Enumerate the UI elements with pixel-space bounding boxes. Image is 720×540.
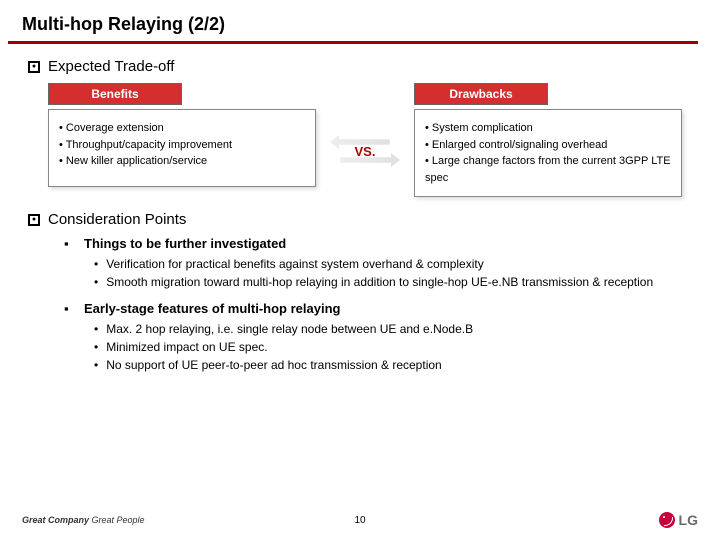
vs-graphic: VS.	[330, 105, 400, 197]
dot-text: Verification for practical benefits agai…	[106, 255, 484, 273]
benefits-item: • Throughput/capacity improvement	[59, 137, 305, 154]
dot-item: • Max. 2 hop relaying, i.e. single relay …	[94, 320, 702, 338]
sub-label: Things to be further investigated	[84, 236, 702, 251]
footer-logo: LG	[659, 512, 698, 528]
dot-list: • Verification for practical benefits aga…	[94, 255, 702, 291]
dot-text: Minimized impact on UE spec.	[106, 338, 267, 356]
benefits-item: • Coverage extension	[59, 120, 305, 137]
benefits-body: • Coverage extension • Throughput/capaci…	[48, 109, 316, 187]
title-underline	[8, 41, 698, 44]
dot-bullet-icon: •	[94, 320, 98, 338]
drawbacks-item: • Large change factors from the current …	[425, 153, 671, 186]
dot-text: Max. 2 hop relaying, i.e. single relay n…	[106, 320, 473, 338]
section-tradeoff: Expected Trade-off Benefits • Coverage e…	[28, 58, 702, 197]
dot-item: • Minimized impact on UE spec.	[94, 338, 702, 356]
lg-face-icon	[659, 512, 675, 528]
slide-title: Multi-hop Relaying (2/2)	[0, 0, 720, 41]
drawbacks-header: Drawbacks	[414, 83, 548, 105]
dot-bullet-icon: •	[94, 255, 98, 273]
dot-list: • Max. 2 hop relaying, i.e. single relay …	[94, 320, 702, 374]
section-title: Consideration Points	[48, 211, 186, 228]
sub-list: ▪ Early-stage features of multi-hop rela…	[64, 301, 702, 316]
vs-label: VS.	[355, 144, 376, 159]
dot-bullet-icon: •	[94, 356, 98, 374]
dot-item: • No support of UE peer-to-peer ad hoc tr…	[94, 356, 702, 374]
section-consideration: Consideration Points ▪ Things to be furt…	[28, 211, 702, 374]
drawbacks-box: Drawbacks • System complication • Enlarg…	[414, 83, 682, 197]
footer-tagline: Great Company Great People	[22, 515, 145, 525]
lg-text: LG	[679, 512, 698, 528]
sub-list: ▪ Things to be further investigated	[64, 236, 702, 251]
section-title: Expected Trade-off	[48, 58, 174, 75]
drawbacks-item: • System complication	[425, 120, 671, 137]
sub-label: Early-stage features of multi-hop relayi…	[84, 301, 702, 316]
dot-bullet-icon: •	[94, 338, 98, 356]
square-bullet-icon	[28, 61, 40, 73]
benefits-header: Benefits	[48, 83, 182, 105]
footer-bold: Great Company	[22, 515, 89, 525]
sub-item: ▪ Things to be further investigated	[64, 236, 702, 251]
dot-item: • Verification for practical benefits aga…	[94, 255, 702, 273]
dot-item: • Smooth migration toward multi-hop relay…	[94, 273, 702, 291]
dot-text: No support of UE peer-to-peer ad hoc tra…	[106, 356, 442, 374]
dot-text: Smooth migration toward multi-hop relayi…	[106, 273, 653, 291]
footer: Great Company Great People 10 LG	[0, 512, 720, 528]
footer-rest: Great People	[89, 515, 145, 525]
dot-bullet-icon: •	[94, 273, 98, 291]
drawbacks-body: • System complication • Enlarged control…	[414, 109, 682, 197]
benefits-box: Benefits • Coverage extension • Throughp…	[48, 83, 316, 197]
benefits-item: • New killer application/service	[59, 153, 305, 170]
square-small-bullet-icon: ▪	[64, 301, 74, 316]
square-bullet-icon	[28, 214, 40, 226]
page-number: 10	[354, 515, 365, 526]
drawbacks-item: • Enlarged control/signaling overhead	[425, 137, 671, 154]
square-small-bullet-icon: ▪	[64, 236, 74, 251]
sub-item: ▪ Early-stage features of multi-hop rela…	[64, 301, 702, 316]
tradeoff-row: Benefits • Coverage extension • Throughp…	[48, 83, 682, 197]
